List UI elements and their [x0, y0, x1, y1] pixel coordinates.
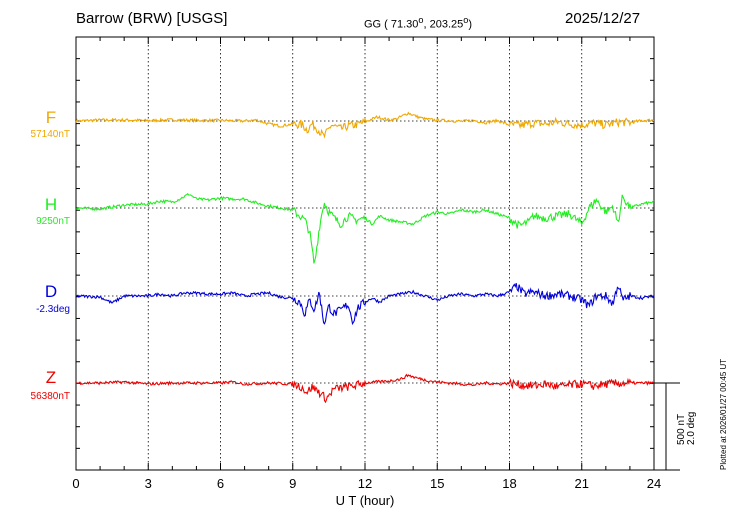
channel-z-label: Z [45, 368, 57, 387]
x-tick-label: 24 [647, 476, 661, 491]
channel-h-baseline: 9250nT [36, 216, 70, 227]
scale-label-nt: 500 nT [676, 414, 687, 445]
series-d-line [75, 282, 655, 326]
plotted-timestamp: Plotted at 2026/01/27 00:45 UT [719, 358, 728, 470]
coords-suffix: ) [468, 18, 473, 31]
x-tick-label: 18 [502, 476, 516, 491]
x-tick-label: 15 [430, 476, 444, 491]
channel-f-label: F [45, 108, 57, 127]
coords-prefix: GG ( 71.30 [364, 18, 419, 31]
x-tick-label: 3 [145, 476, 152, 491]
x-axis-label: U T (hour) [336, 493, 395, 508]
series-h-line [75, 192, 655, 264]
channel-h-label: H [44, 195, 58, 214]
x-tick-label: 0 [72, 476, 79, 491]
x-tick-label: 21 [575, 476, 589, 491]
series-f-line [75, 111, 655, 139]
degree-mark: o [418, 15, 424, 25]
channel-f-baseline: 57140nT [30, 129, 70, 140]
x-tick-label: 6 [217, 476, 224, 491]
station-title: Barrow (BRW) [USGS] [76, 10, 228, 27]
channel-d-label: D [44, 282, 58, 301]
coords-mid: , 203.25 [423, 18, 464, 31]
series-z-line [75, 373, 655, 404]
x-tick-label: 9 [289, 476, 296, 491]
scale-label-deg: 2.0 deg [686, 412, 697, 445]
degree-mark-2: o [463, 15, 469, 25]
date-label: 2025/12/27 [565, 10, 641, 27]
x-tick-label: 12 [358, 476, 372, 491]
channel-z-baseline: 56380nT [30, 391, 70, 402]
geographic-coords: GG ( 71.30o, 203.25o) [364, 15, 472, 31]
channel-d-baseline: -2.3deg [36, 304, 70, 315]
